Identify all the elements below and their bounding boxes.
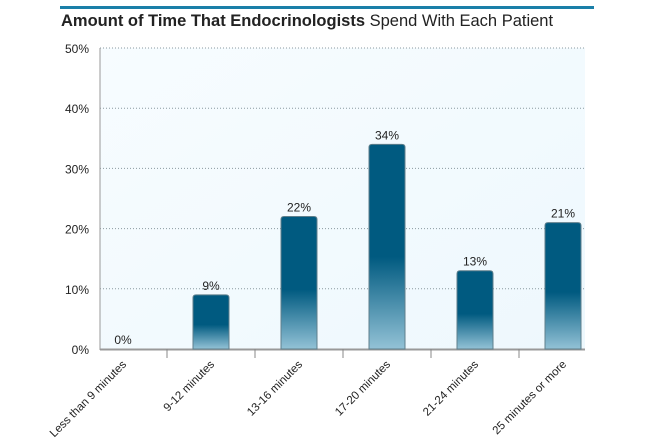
y-tick-label: 40% [65,102,89,116]
bar [456,270,494,350]
bar [192,294,230,350]
bar [280,216,318,350]
y-tick-label: 30% [65,162,89,176]
plot-area [100,48,585,349]
bar [368,143,406,350]
x-tick-label: 17-20 minutes [333,358,393,418]
data-label: 0% [114,333,132,347]
chart-title: Amount of Time That Endocrinologists Spe… [61,12,553,31]
bar [544,222,582,350]
y-tick-label: 10% [65,283,89,297]
data-label: 34% [375,128,399,142]
data-label: 22% [287,201,311,215]
y-tick-label: 20% [65,223,89,237]
chart-title-rest: Spend With Each Patient [369,12,554,30]
data-label: 13% [463,255,487,269]
x-tick-label: 9-12 minutes [162,358,218,414]
y-tick-label: 50% [65,42,89,56]
x-tick-label: 13-16 minutes [245,358,305,418]
x-tick-label: 25 minutes or more [491,359,570,438]
y-tick-label: 0% [72,343,90,357]
title-accent-line [60,6,594,9]
chart-title-bold: Amount of Time That Endocrinologists [61,12,366,30]
x-tick-label: 21-24 minutes [421,358,481,418]
data-label: 21% [551,207,575,221]
data-label: 9% [202,279,220,293]
x-tick-label: Less than 9 minutes [48,358,129,439]
